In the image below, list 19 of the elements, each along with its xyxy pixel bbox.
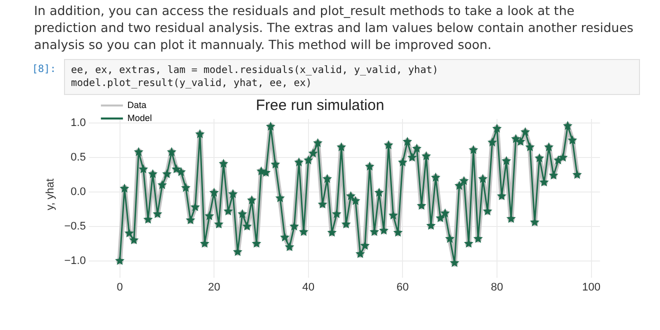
x-tick-label: 80: [490, 281, 504, 294]
text: ee, ex, extras, lam = model.residuals(x_valid, y_valid, yhat): [71, 64, 440, 77]
y-tick-label: 0.0: [70, 186, 86, 198]
x-tick-label: 60: [396, 281, 409, 294]
y-tick-label: 0.5: [70, 152, 86, 164]
text: model.plot_result(y_valid, yhat, ee, ex): [71, 77, 313, 90]
chart-title: Free run simulation: [256, 97, 384, 114]
x-tick-label: 40: [302, 281, 315, 294]
y-tick-label: −1.0: [64, 254, 86, 267]
text: In addition, you can access the residuals and plot_result methods to take a look at the prediction and two residual analysis. The extras and lam values below contain another residues analysis so you can plot it mannualy. This method will be improved soon.: [34, 2, 634, 53]
x-tick-label: 0: [116, 281, 123, 294]
x-tick-label: 100: [582, 281, 600, 294]
y-tick-label: −0.5: [64, 220, 86, 232]
legend-label: Data: [127, 100, 146, 110]
text: [8]:: [32, 63, 58, 77]
y-axis-title: y, yhat: [44, 178, 57, 210]
y-tick-label: 1.0: [70, 117, 86, 130]
legend-label: Model: [127, 112, 152, 123]
x-tick-label: 20: [208, 281, 220, 294]
